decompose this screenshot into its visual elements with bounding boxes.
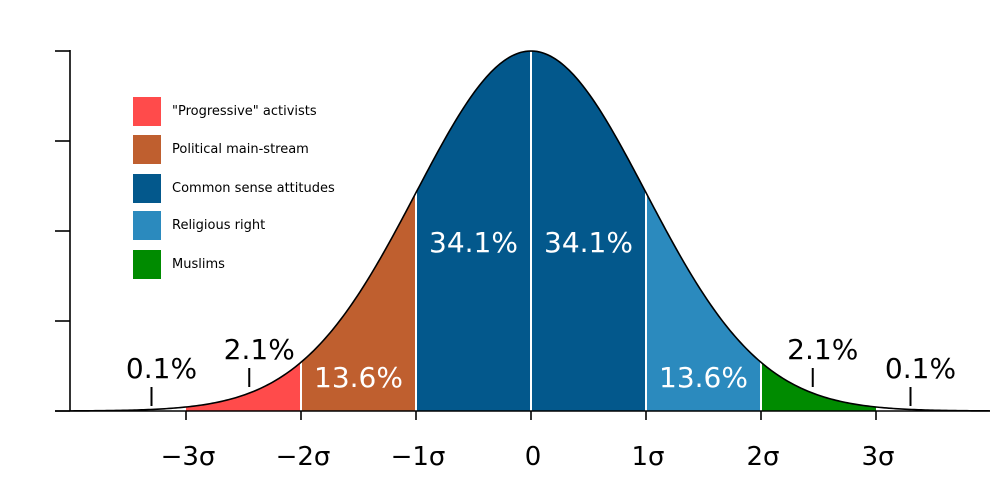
x-tick-label: 3σ <box>861 442 894 472</box>
legend-label-religious-right: Religious right <box>172 218 266 233</box>
legend-swatch-religious-right <box>133 211 161 240</box>
legend-label-muslims: Muslims <box>172 257 225 272</box>
region-label: 13.6% <box>314 361 403 394</box>
region-label: 2.1% <box>787 333 858 366</box>
x-tick-label: 2σ <box>746 442 779 472</box>
x-tick-label: −2σ <box>276 442 331 472</box>
legend-item-religious-right: Religious right <box>133 211 265 240</box>
legend-item-common-sense: Common sense attitudes <box>133 174 335 203</box>
x-tick-label: 1σ <box>631 442 664 472</box>
sigma-dividers <box>300 51 762 411</box>
axes: −3σ −2σ −1σ 0 1σ 2σ 3σ <box>55 50 990 472</box>
legend-item-progressive: "Progressive" activists <box>133 97 317 126</box>
region-labels: 13.6% 34.1% 34.1% 13.6% 2.1% 2.1% 0.1% 0.1% <box>126 226 956 406</box>
x-tick-label: 0 <box>525 442 542 472</box>
legend-swatch-common-sense <box>133 174 161 203</box>
legend-swatch-muslims <box>133 250 161 279</box>
x-tick-label: −3σ <box>161 442 216 472</box>
legend-label-mainstream: Political main-stream <box>172 142 309 157</box>
region-label: 34.1% <box>429 226 518 259</box>
legend-swatch-mainstream <box>133 135 161 164</box>
x-tick-label: −1σ <box>391 442 446 472</box>
legend-label-progressive: "Progressive" activists <box>172 104 317 119</box>
legend-swatch-progressive <box>133 97 161 126</box>
region-label: 34.1% <box>544 226 633 259</box>
region-label: 13.6% <box>659 361 748 394</box>
distribution-curve <box>69 50 991 412</box>
region-label: 0.1% <box>885 352 956 385</box>
legend-item-mainstream: Political main-stream <box>133 135 309 164</box>
region-label: 2.1% <box>224 333 295 366</box>
legend-label-common-sense: Common sense attitudes <box>172 181 335 196</box>
region-area-4 <box>761 362 876 411</box>
region-label: 0.1% <box>126 352 197 385</box>
region-area-0 <box>186 362 301 411</box>
legend-item-muslims: Muslims <box>133 250 225 279</box>
